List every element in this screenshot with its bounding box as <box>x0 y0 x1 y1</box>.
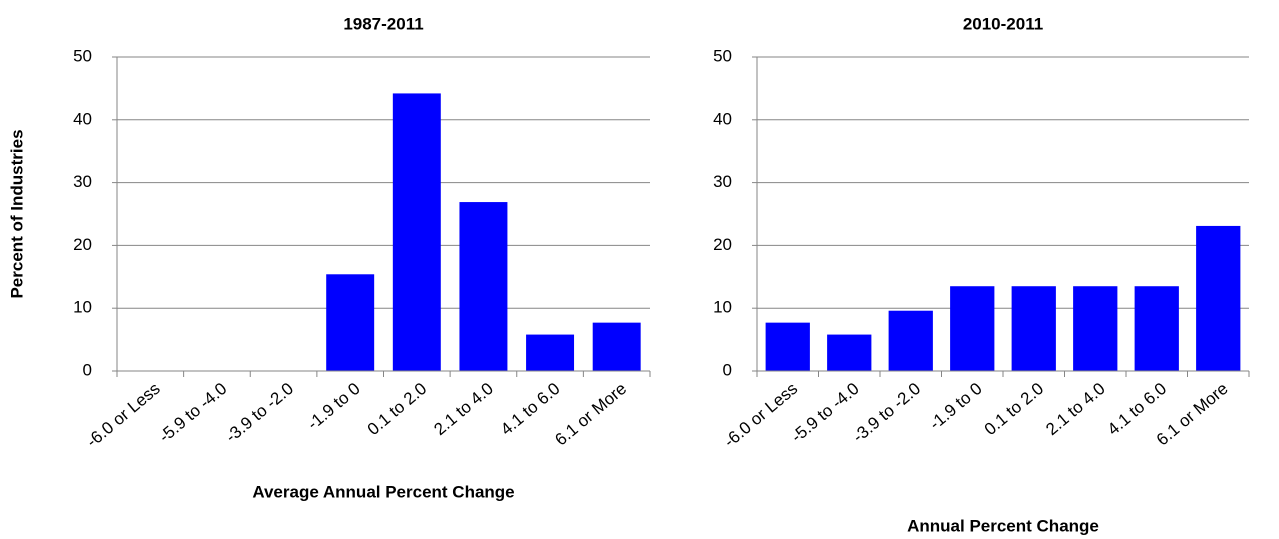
chart-title: 2010-2011 <box>963 14 1043 33</box>
y-tick-label: 50 <box>73 46 92 65</box>
bar <box>1011 286 1056 371</box>
x-tick-label: -1.9 to 0 <box>926 379 986 434</box>
x-tick-label: -5.9 to -4.0 <box>788 379 863 446</box>
x-tick-label: 0.1 to 2.0 <box>364 379 431 439</box>
x-tick-label: 6.1 or More <box>551 379 630 449</box>
x-tick-label: -3.9 to -2.0 <box>849 379 924 446</box>
y-tick-label: 50 <box>713 46 732 65</box>
x-tick-label: 0.1 to 2.0 <box>981 379 1048 439</box>
bar <box>1073 286 1118 371</box>
bar <box>326 274 375 371</box>
x-tick-label: 4.1 to 6.0 <box>497 379 564 439</box>
bar <box>765 322 810 371</box>
chart-title: 1987-2011 <box>343 14 423 33</box>
y-tick-label: 10 <box>73 298 92 317</box>
x-tick-label: -1.9 to 0 <box>304 379 364 434</box>
y-tick-label: 30 <box>73 172 92 191</box>
y-tick-label: 40 <box>73 109 92 128</box>
y-tick-label: 20 <box>713 235 732 254</box>
bar <box>1196 225 1241 371</box>
x-axis-label: Annual Percent Change <box>907 516 1099 535</box>
y-tick-label: 0 <box>83 360 92 379</box>
bar <box>888 310 933 371</box>
x-tick-label: -3.9 to -2.0 <box>222 379 297 446</box>
bar <box>592 322 641 371</box>
y-tick-label: 40 <box>713 109 732 128</box>
bar <box>459 202 508 371</box>
y-tick-label: 10 <box>713 298 732 317</box>
x-tick-label: -6.0 or Less <box>720 379 801 451</box>
x-tick-label: 2.1 to 4.0 <box>430 379 497 439</box>
bar <box>950 286 995 371</box>
y-tick-label: 30 <box>713 172 732 191</box>
bar <box>827 334 872 371</box>
y-tick-label: 20 <box>73 235 92 254</box>
y-axis-label: Percent of Industries <box>7 129 26 298</box>
bar <box>392 93 441 371</box>
bar <box>1134 286 1179 371</box>
x-axis-label: Average Annual Percent Change <box>252 482 514 501</box>
x-tick-label: 2.1 to 4.0 <box>1042 379 1109 439</box>
y-tick-label: 0 <box>723 360 732 379</box>
x-tick-label: -6.0 or Less <box>83 379 164 451</box>
x-tick-label: -5.9 to -4.0 <box>155 379 230 446</box>
bar <box>526 334 575 371</box>
